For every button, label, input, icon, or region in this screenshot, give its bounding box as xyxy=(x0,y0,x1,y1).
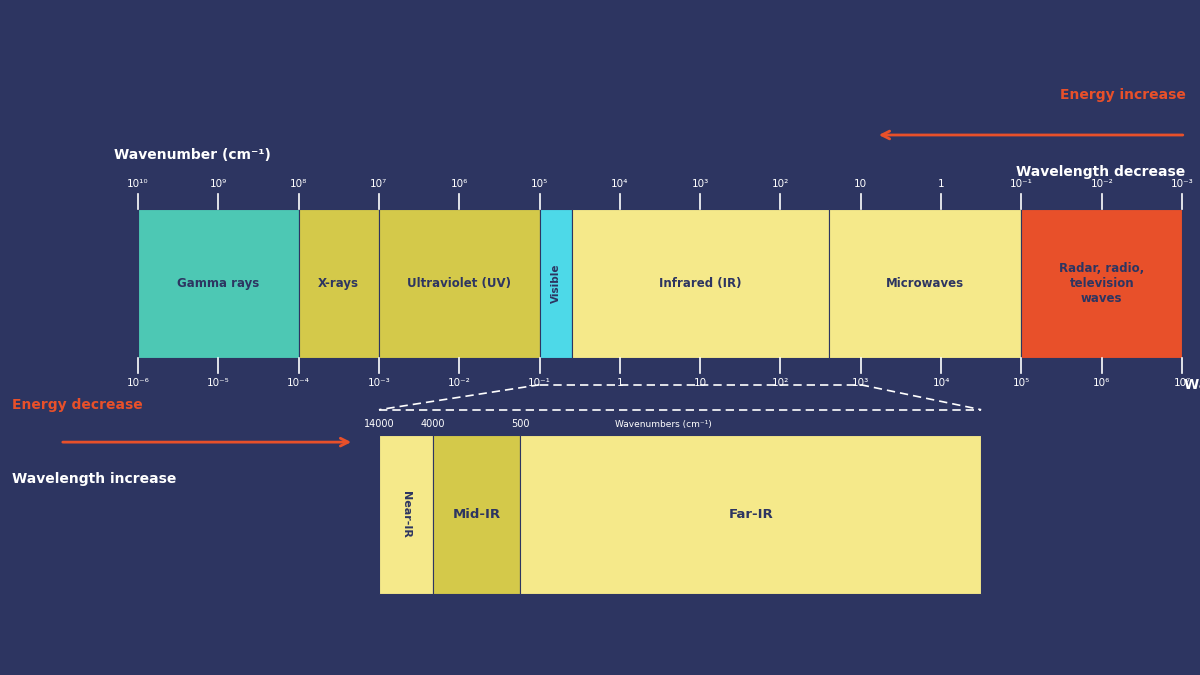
Text: 10⁸: 10⁸ xyxy=(290,179,307,189)
Text: 500: 500 xyxy=(511,418,529,429)
Text: Radar, radio,
television
waves: Radar, radio, television waves xyxy=(1060,262,1145,305)
Text: X-rays: X-rays xyxy=(318,277,359,290)
Bar xyxy=(433,435,521,594)
Text: Energy decrease: Energy decrease xyxy=(12,398,143,412)
Text: Infrared (IR): Infrared (IR) xyxy=(659,277,742,290)
Text: Mid-IR: Mid-IR xyxy=(452,508,500,521)
Text: Ultraviolet (UV): Ultraviolet (UV) xyxy=(407,277,511,290)
Text: 10⁵: 10⁵ xyxy=(530,179,548,189)
Text: Near-IR: Near-IR xyxy=(401,491,412,538)
Text: 10⁻⁴: 10⁻⁴ xyxy=(287,378,310,388)
Text: 10⁻¹: 10⁻¹ xyxy=(528,378,551,388)
Bar xyxy=(138,209,299,358)
Text: 10⁻⁵: 10⁻⁵ xyxy=(206,378,229,388)
Text: 10⁹: 10⁹ xyxy=(210,179,227,189)
Text: 10²: 10² xyxy=(772,378,790,388)
Text: Visible: Visible xyxy=(551,264,560,303)
Bar xyxy=(571,209,829,358)
Text: Wavenumbers (cm⁻¹): Wavenumbers (cm⁻¹) xyxy=(614,420,712,429)
Text: 10³: 10³ xyxy=(852,378,869,388)
Text: 10⁴: 10⁴ xyxy=(611,179,629,189)
Text: Gamma rays: Gamma rays xyxy=(178,277,259,290)
Text: 10⁶: 10⁶ xyxy=(450,179,468,189)
Text: 10⁻⁶: 10⁻⁶ xyxy=(126,378,150,388)
Text: 10³: 10³ xyxy=(691,179,709,189)
Text: 10⁻²: 10⁻² xyxy=(1091,179,1114,189)
Text: 4000: 4000 xyxy=(421,418,445,429)
Text: 1: 1 xyxy=(617,378,623,388)
Text: Energy increase: Energy increase xyxy=(1060,88,1186,101)
Text: 10⁻²: 10⁻² xyxy=(448,378,470,388)
Text: Wavelength decrease: Wavelength decrease xyxy=(1016,165,1186,179)
Text: 1: 1 xyxy=(937,179,944,189)
Text: 10⁶: 10⁶ xyxy=(1093,378,1110,388)
Text: 10⁻³: 10⁻³ xyxy=(1171,179,1193,189)
Bar xyxy=(299,209,379,358)
Bar xyxy=(379,209,540,358)
Text: 10²: 10² xyxy=(772,179,790,189)
Text: Microwaves: Microwaves xyxy=(886,277,964,290)
Text: Wavelength (μm): Wavelength (μm) xyxy=(1184,378,1200,392)
Text: 10¹⁰: 10¹⁰ xyxy=(127,179,149,189)
Text: Wavenumber (cm⁻¹): Wavenumber (cm⁻¹) xyxy=(114,148,271,162)
Text: 14000: 14000 xyxy=(364,418,395,429)
Bar xyxy=(379,435,433,594)
Text: 10⁻¹: 10⁻¹ xyxy=(1010,179,1033,189)
Bar xyxy=(829,209,1021,358)
Text: 10⁻³: 10⁻³ xyxy=(367,378,390,388)
Bar xyxy=(1021,209,1182,358)
Bar xyxy=(540,209,571,358)
Text: 10⁷: 10⁷ xyxy=(371,179,388,189)
Text: Wavelength increase: Wavelength increase xyxy=(12,472,176,486)
Bar xyxy=(521,435,982,594)
Text: 10⁵: 10⁵ xyxy=(1013,378,1030,388)
Text: 10: 10 xyxy=(854,179,868,189)
Text: 10⁷: 10⁷ xyxy=(1174,378,1190,388)
Text: Far-IR: Far-IR xyxy=(728,508,773,521)
Text: 10⁴: 10⁴ xyxy=(932,378,949,388)
Text: 10: 10 xyxy=(694,378,707,388)
